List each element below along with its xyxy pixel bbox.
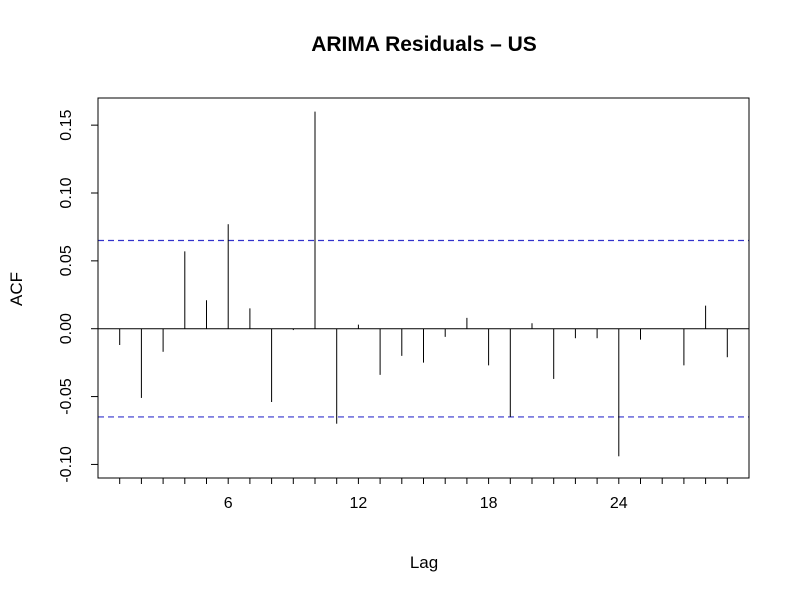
y-tick-label: 0.05	[58, 245, 75, 276]
x-axis: 6 12 18 24	[119, 478, 728, 512]
chart-title: ARIMA Residuals – US	[311, 33, 537, 56]
x-axis-label: Lag	[410, 553, 438, 572]
x-tick-label: 24	[610, 495, 628, 512]
x-tick-label: 18	[480, 495, 498, 512]
x-tick-label: 6	[224, 495, 233, 512]
y-tick-label: -0.05	[58, 378, 75, 415]
plot-frame	[97, 97, 750, 479]
y-tick-label: 0.10	[58, 177, 75, 208]
y-tick-label: -0.10	[58, 446, 75, 483]
y-tick-label: 0.00	[58, 313, 75, 344]
y-tick-label: 0.15	[58, 109, 75, 140]
plot-area	[97, 97, 750, 479]
y-axis: -0.10 -0.05 0.00 0.05 0.10 0.15	[58, 109, 98, 483]
x-tick-label: 12	[350, 495, 368, 512]
y-axis-label: ACF	[7, 272, 26, 306]
